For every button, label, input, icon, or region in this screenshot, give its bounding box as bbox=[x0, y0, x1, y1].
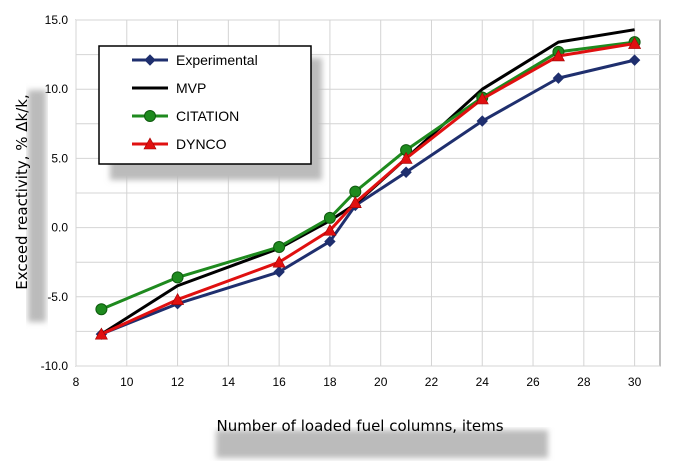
point-marker-diamond bbox=[273, 266, 285, 278]
y-axis-title-shadow bbox=[28, 90, 46, 322]
legend-item-dynco: DYNCO bbox=[132, 136, 227, 152]
legend-item-experimental: Experimental bbox=[132, 52, 258, 68]
y-tick-label: 15.0 bbox=[45, 13, 69, 27]
y-tick-label: -5.0 bbox=[47, 290, 68, 304]
point-marker-triangle bbox=[628, 36, 642, 49]
x-tick-label: 30 bbox=[628, 375, 642, 389]
x-tick-label: 14 bbox=[222, 375, 236, 389]
point-marker-diamond bbox=[324, 235, 336, 248]
x-tick-label: 26 bbox=[526, 375, 540, 389]
x-tick-label: 18 bbox=[323, 375, 337, 389]
x-tick-label: 8 bbox=[73, 375, 80, 389]
legend-label: DYNCO bbox=[176, 136, 227, 152]
point-marker-triangle bbox=[475, 92, 489, 105]
point-marker-circle bbox=[349, 185, 362, 198]
x-axis-title: Number of loaded fuel columns, items bbox=[216, 417, 503, 435]
y-tick-label: 5.0 bbox=[51, 151, 68, 165]
legend-label: MVP bbox=[176, 80, 206, 96]
x-tick-label: 24 bbox=[476, 375, 490, 389]
x-tick-label: 28 bbox=[577, 375, 591, 389]
point-marker-triangle bbox=[323, 223, 337, 236]
y-tick-label: -10.0 bbox=[41, 359, 69, 373]
legend-item-mvp: MVP bbox=[132, 80, 206, 96]
point-marker-diamond bbox=[552, 72, 565, 84]
point-marker-triangle bbox=[171, 292, 185, 305]
point-marker-circle bbox=[323, 211, 336, 224]
y-axis-title: Exceed reactivity, % Δk/k, bbox=[13, 94, 31, 289]
point-marker-circle bbox=[171, 271, 184, 284]
y-tick-label: 0.0 bbox=[51, 221, 68, 235]
x-tick-label: 22 bbox=[425, 375, 439, 389]
series-layer bbox=[94, 28, 642, 340]
point-marker-circle bbox=[95, 303, 108, 316]
series-dynco bbox=[94, 36, 642, 340]
y-tick-label: 10.0 bbox=[45, 82, 69, 96]
legend-items: Experimental MVP CITATION DYNCO bbox=[132, 52, 258, 152]
x-tick-label: 16 bbox=[272, 375, 286, 389]
legend-label: Experimental bbox=[176, 52, 258, 68]
legend-item-citation: CITATION bbox=[132, 108, 239, 124]
point-marker-diamond bbox=[628, 54, 641, 66]
point-marker-triangle bbox=[348, 196, 362, 208]
point-marker-triangle bbox=[272, 255, 286, 268]
point-marker-diamond bbox=[144, 54, 156, 66]
point-marker-triangle bbox=[399, 151, 413, 164]
point-marker-circle bbox=[273, 240, 286, 253]
point-marker-triangle bbox=[94, 327, 108, 340]
legend: Experimental MVP CITATION DYNCO bbox=[98, 45, 322, 180]
tick-labels: 8 10 12 14 16 18 20 22 24 26 28 30 -10.0 -5.0 0.0 5.0 10… bbox=[41, 13, 642, 389]
point-marker-diamond bbox=[400, 166, 412, 178]
point-marker-triangle bbox=[143, 137, 157, 150]
legend-label: CITATION bbox=[176, 108, 239, 124]
x-tick-label: 10 bbox=[120, 375, 134, 389]
x-axis-title-shadow bbox=[216, 430, 548, 458]
x-tick-label: 20 bbox=[374, 375, 388, 389]
x-tick-label: 12 bbox=[171, 375, 185, 389]
point-marker-triangle bbox=[551, 49, 565, 62]
point-marker-circle bbox=[144, 110, 156, 122]
point-marker-diamond bbox=[476, 115, 488, 127]
